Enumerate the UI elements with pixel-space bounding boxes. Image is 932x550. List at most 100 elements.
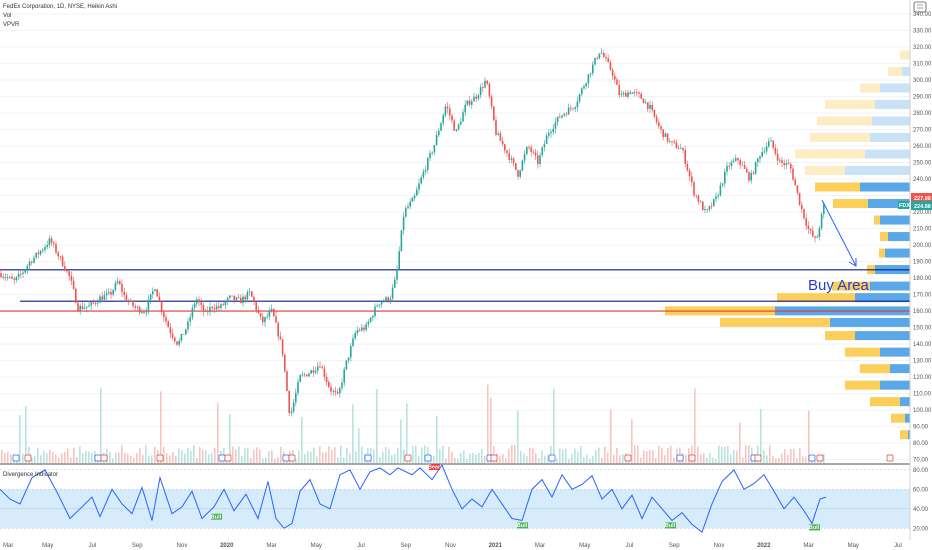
volume-bar — [709, 453, 711, 463]
candle-body — [633, 92, 636, 93]
candle-body — [57, 252, 59, 257]
volume-bar — [334, 447, 336, 463]
volume-bar — [511, 445, 513, 463]
volume-bar — [262, 458, 264, 463]
price-tick: 300.00 — [913, 78, 932, 84]
vpvr-up-bar — [870, 281, 910, 291]
candle-body — [739, 160, 741, 165]
candle-body — [717, 195, 719, 197]
price-tick: 210.00 — [913, 227, 932, 233]
candle-body — [204, 310, 207, 312]
dividend-marker[interactable] — [808, 454, 816, 462]
volume-bar — [37, 447, 39, 463]
time-tick: Jul — [894, 543, 902, 549]
candle-body — [664, 133, 667, 137]
volume-bar — [808, 410, 810, 463]
volume-bar — [61, 453, 63, 463]
earnings-marker[interactable] — [816, 454, 824, 462]
candle-body — [171, 333, 174, 338]
volume-bar — [394, 454, 396, 463]
volume-bar — [319, 446, 321, 463]
vpvr-down-bar — [720, 317, 830, 327]
dividend-marker[interactable] — [94, 454, 102, 462]
candle-body — [88, 305, 90, 307]
bull-signal-label: Bull — [211, 514, 222, 520]
candle-body — [774, 147, 777, 154]
volume-bar — [397, 447, 399, 463]
earnings-marker[interactable] — [100, 454, 108, 462]
projection-arrow — [821, 199, 857, 267]
price-tick: 280.00 — [913, 111, 932, 117]
settings-icon[interactable] — [913, 1, 927, 13]
candle-body — [147, 299, 150, 311]
candle-body — [433, 145, 436, 153]
earnings-marker[interactable] — [624, 454, 632, 462]
earnings-marker[interactable] — [224, 454, 232, 462]
candle-body — [259, 312, 262, 317]
candle-body — [435, 135, 438, 146]
volume-bar — [616, 447, 618, 463]
candle-body — [625, 92, 627, 97]
candle-body — [284, 354, 286, 372]
dividend-marker[interactable] — [424, 454, 432, 462]
candle-body — [563, 113, 565, 116]
vpvr-down-bar — [825, 331, 855, 341]
dividend-marker[interactable] — [364, 454, 372, 462]
candle-body — [160, 301, 163, 313]
earnings-marker[interactable] — [688, 454, 696, 462]
time-tick: Nov — [177, 543, 188, 549]
volume-bar — [727, 446, 729, 463]
vpvr-legend: VPVR — [3, 22, 20, 28]
earnings-marker[interactable] — [24, 454, 32, 462]
volume-bar — [778, 458, 780, 463]
volume-bar — [769, 445, 771, 463]
volume-bar — [154, 446, 156, 463]
candle-body — [818, 228, 821, 237]
dividend-marker[interactable] — [676, 454, 684, 462]
dividend-marker[interactable] — [12, 454, 20, 462]
bear-signal-label: Bear — [428, 465, 441, 471]
time-tick: May — [848, 543, 859, 549]
candle-body — [242, 296, 244, 304]
earnings-marker[interactable] — [156, 454, 164, 462]
time-tick: Mar — [266, 543, 276, 549]
candle-body — [510, 158, 513, 160]
dividend-marker[interactable] — [282, 454, 290, 462]
volume-bar — [310, 451, 312, 463]
earnings-marker[interactable] — [886, 454, 894, 462]
earnings-marker[interactable] — [490, 454, 498, 462]
earnings-marker[interactable] — [754, 454, 762, 462]
volume-bar — [667, 447, 669, 463]
candle-body — [528, 146, 530, 148]
volume-bar — [349, 453, 351, 463]
price-tick: 90.00 — [913, 425, 929, 431]
volume-bar — [187, 447, 189, 463]
candle-body — [594, 58, 596, 65]
candle-body — [420, 177, 422, 184]
vpvr-down-bar — [880, 232, 888, 242]
candle-body — [26, 265, 29, 270]
price-tick: 160.00 — [913, 309, 932, 315]
candle-body — [213, 308, 216, 310]
dividend-marker[interactable] — [218, 454, 226, 462]
volume-bar — [49, 449, 51, 463]
volume-bar — [550, 446, 552, 463]
candle-body — [475, 96, 477, 99]
candle-body — [618, 84, 620, 96]
candle-body — [180, 334, 183, 341]
candle-body — [262, 316, 264, 323]
candle-body — [576, 101, 579, 108]
volume-bar — [70, 457, 72, 463]
candle-body — [380, 302, 383, 305]
earnings-marker[interactable] — [404, 454, 412, 462]
dividend-marker[interactable] — [548, 454, 556, 462]
candle-body — [66, 270, 68, 272]
earnings-marker[interactable] — [288, 454, 296, 462]
volume-bar — [823, 453, 825, 463]
volume-bar — [91, 452, 93, 463]
candle-body — [757, 158, 759, 163]
time-tick: Mar — [3, 543, 13, 549]
vpvr-down-bar — [900, 50, 910, 60]
candle-body — [484, 80, 486, 88]
vpvr-up-bar — [880, 380, 910, 390]
